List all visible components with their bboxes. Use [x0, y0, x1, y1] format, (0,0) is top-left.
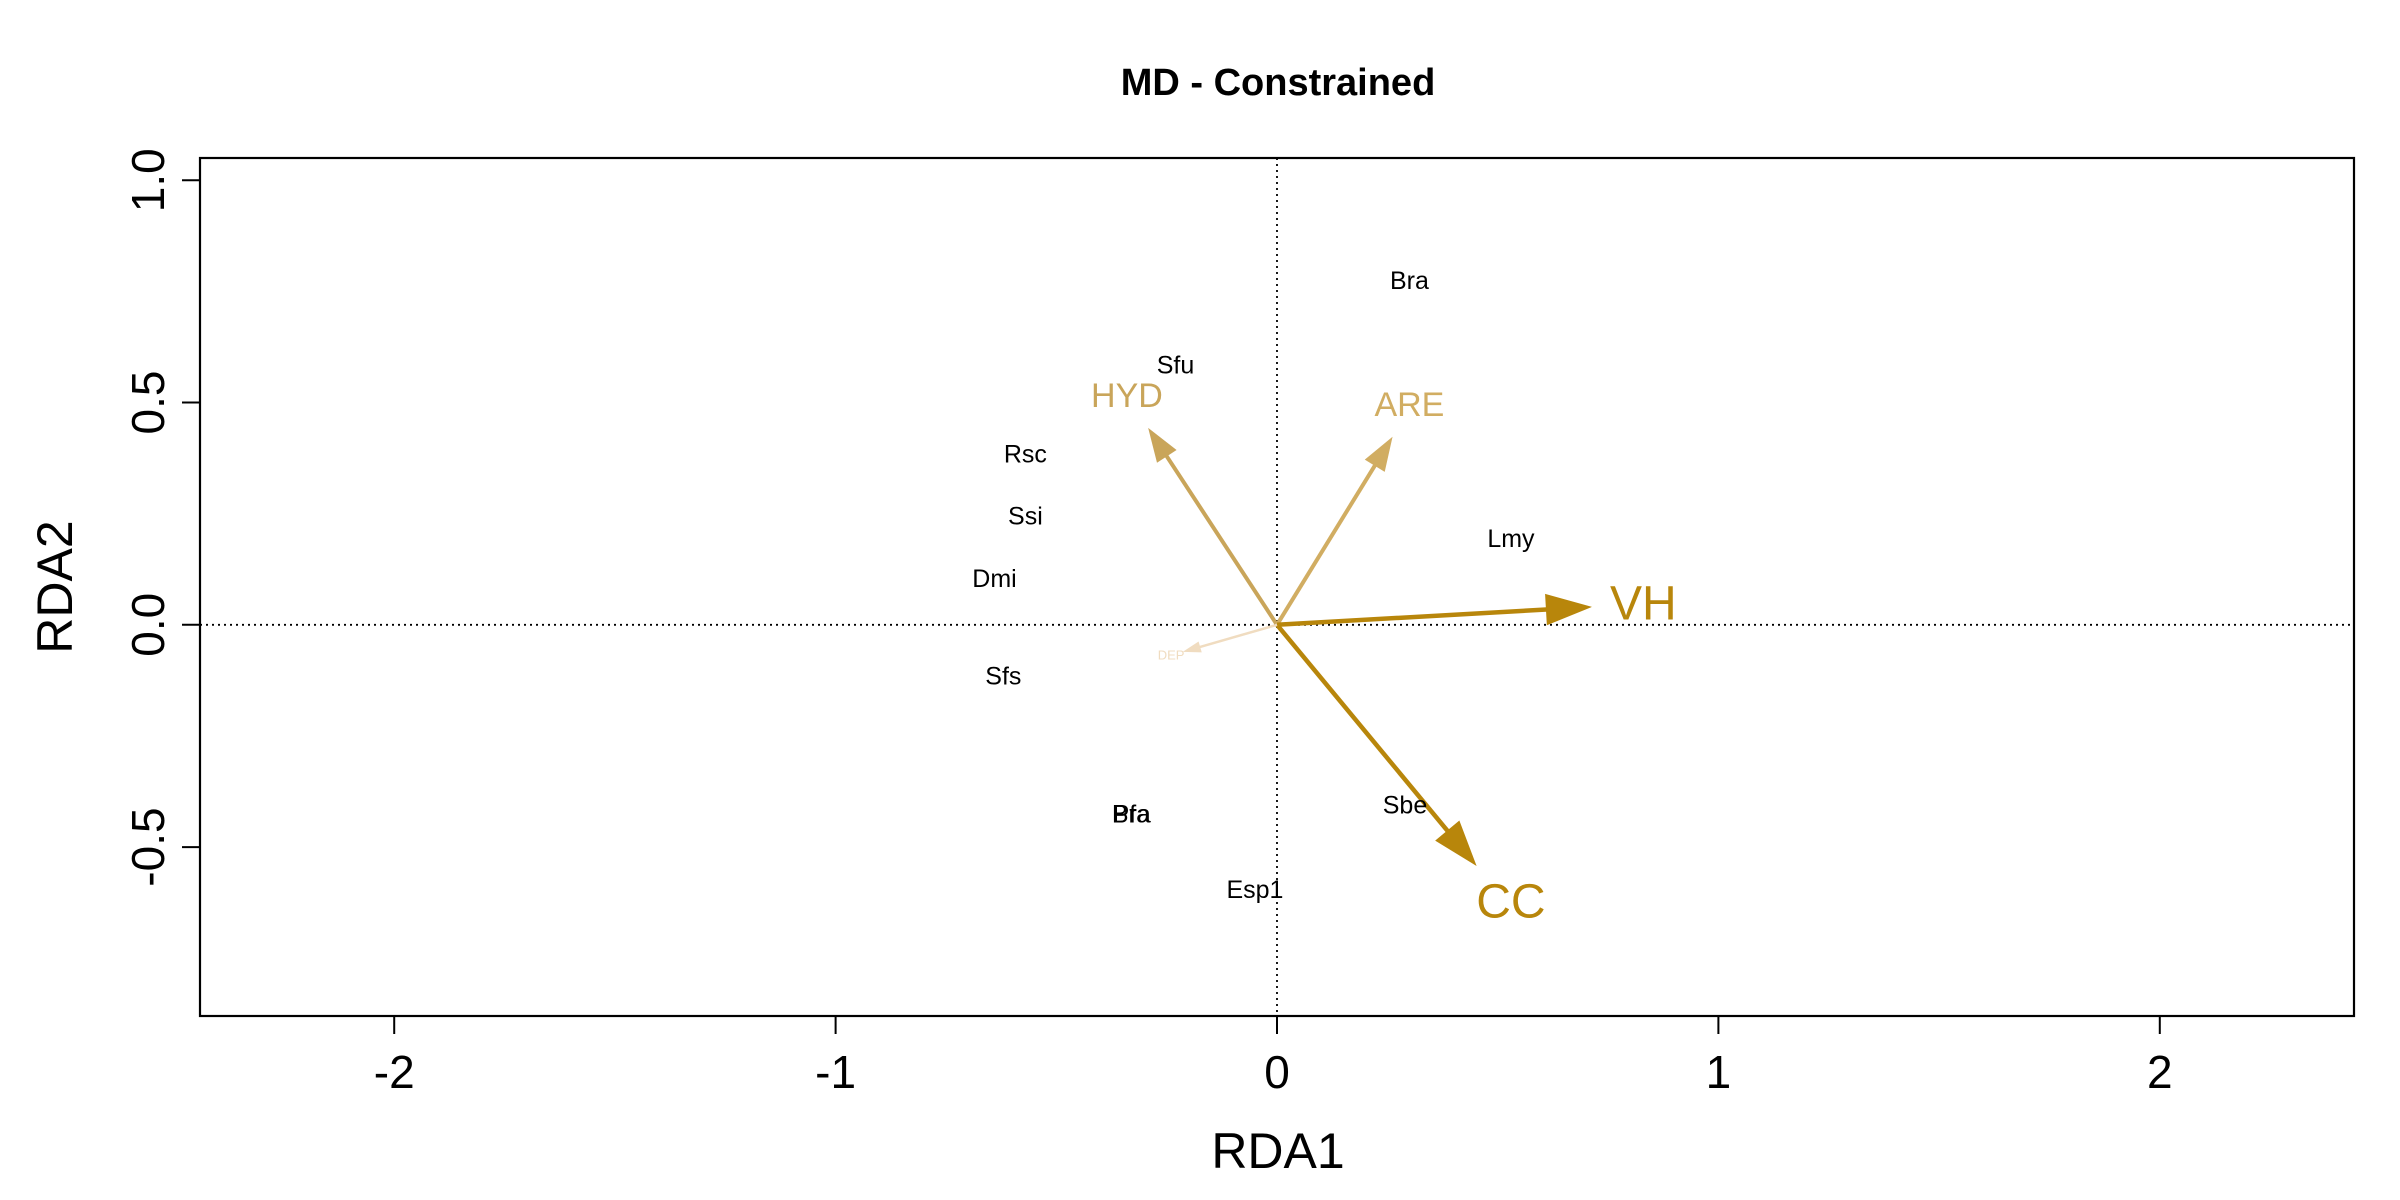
- x-tick-label: 2: [2147, 1046, 2173, 1098]
- x-tick-label: -1: [815, 1046, 856, 1098]
- y-axis-title: RDA2: [27, 520, 83, 653]
- y-tick-label: -0.5: [122, 807, 174, 886]
- vector-hyd-shaft: [1164, 454, 1279, 626]
- species-label-bra: Bra: [1112, 801, 1151, 829]
- species-label-dmi: Dmi: [972, 565, 1016, 593]
- vector-hyd-arrowhead: [1148, 427, 1177, 463]
- x-tick-label: 0: [1264, 1046, 1290, 1098]
- y-tick-label: 1.0: [122, 148, 174, 212]
- vector-cc-shaft: [1275, 623, 1450, 833]
- y-tick-label: 0.5: [122, 371, 174, 435]
- species-label-bra: Bra: [1390, 267, 1429, 295]
- vector-dep-arrowhead: [1182, 641, 1202, 653]
- vector-are-label: ARE: [1374, 386, 1444, 424]
- vector-cc-arrowhead: [1435, 820, 1477, 867]
- species-label-pfa: Pfa: [1113, 801, 1151, 829]
- species-label-rsc: Rsc: [1004, 440, 1047, 468]
- species-label-sfs: Sfs: [985, 663, 1021, 691]
- vector-dep-label: DEP: [1158, 647, 1185, 662]
- x-tick-label: 1: [1706, 1046, 1732, 1098]
- vector-vh-arrowhead: [1545, 593, 1592, 626]
- species-label-ssi: Ssi: [1008, 503, 1043, 531]
- x-tick-label: -2: [374, 1046, 415, 1098]
- x-axis: -2 -1 0 1 2: [374, 1015, 2173, 1098]
- y-axis: -0.5 0.0 0.5 1.0: [122, 148, 201, 887]
- species-label-lmy: Lmy: [1487, 525, 1535, 553]
- vector-cc-label: CC: [1476, 876, 1545, 929]
- y-tick-label: 0.0: [122, 593, 174, 657]
- vector-are-arrowhead: [1364, 436, 1393, 472]
- vector-vh-shaft: [1276, 607, 1547, 628]
- species-label-sfu: Sfu: [1157, 352, 1195, 380]
- reference-lines: [200, 158, 2354, 1016]
- vector-hyd-label: HYD: [1091, 377, 1163, 415]
- vector-are-shaft: [1275, 464, 1377, 626]
- chart-title: MD - Constrained: [1121, 62, 1436, 104]
- species-label-esp1: Esp1: [1226, 876, 1283, 904]
- vector-dep-shaft: [1199, 623, 1278, 649]
- vector-vh-label: VH: [1610, 578, 1677, 631]
- environmental-vectors: HYD ARE VH CC DEP: [1091, 377, 1677, 929]
- x-axis-title: RDA1: [1211, 1123, 1344, 1179]
- species-label-sbe: Sbe: [1383, 792, 1427, 820]
